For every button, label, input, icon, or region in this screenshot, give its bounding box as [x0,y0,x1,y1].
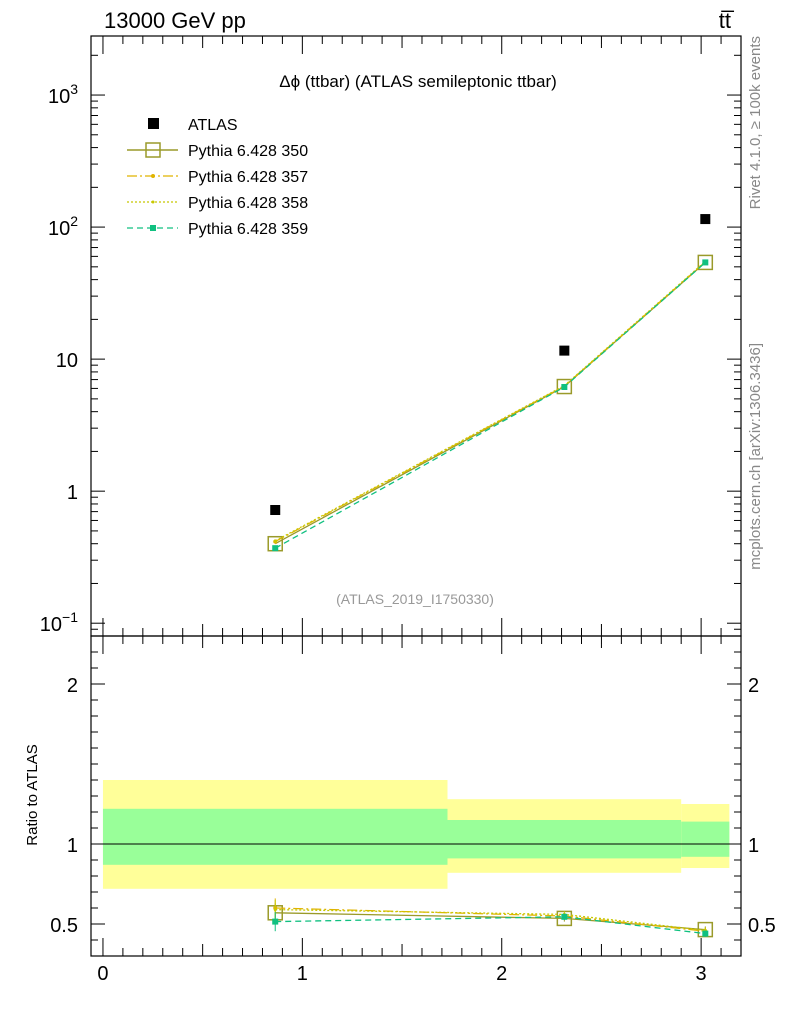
ratio-series-p359 [272,912,709,937]
ratio-point-p359-1 [561,913,568,920]
ratio-ytick-label-left-0: 2 [67,675,78,697]
top-ytick-label-2: 10 [56,350,78,372]
ratio-ytick-label-right-2: 0.5 [748,915,776,937]
band-inner-1 [447,820,682,859]
top-ytick-label-0: 103 [48,81,78,108]
energy-label: 13000 GeV pp [104,8,246,33]
legend-label-358: Pythia 6.428 358 [188,195,308,212]
legend-entry-358: Pythia 6.428 358 [127,195,308,212]
legend: ATLAS Pythia 6.428 350 Pythia 6.428 357 … [127,117,308,238]
ratio-line-p350 [275,912,706,931]
series-atlas [270,214,711,516]
mcplots-label: mcplots.cern.ch [arXiv:1306.3436] [747,343,764,570]
ratio-ytick-label-right-0: 2 [748,675,759,697]
ratio-point-p359-2 [702,930,709,937]
legend-label-359: Pythia 6.428 359 [188,221,308,238]
top-ytick-label-4: 10−1 [40,609,78,636]
atlas-point-2 [700,214,711,225]
analysis-id: (ATLAS_2019_I1750330) [336,591,494,607]
series-line-p358 [274,260,706,542]
top-ytick-label-1: 102 [48,213,78,240]
xtick-label-2: 2 [496,963,507,985]
band-inner-0 [102,808,448,865]
legend-entry-359: Pythia 6.428 359 [127,221,308,238]
ratio-line-p359 [275,916,706,935]
point-p350-1 [556,378,573,395]
series-line-p357 [274,261,706,543]
rivet-version-label: Rivet 4.1.0, ≥ 100k events [747,36,764,209]
legend-marker-359 [150,225,156,231]
ratio-point-p359-0 [272,918,279,925]
legend-entry-350: Pythia 6.428 350 [127,142,308,160]
series-line-p350 [274,261,706,545]
legend-marker-350 [145,142,161,158]
point-p359-1 [561,384,568,391]
top-ytick-label-3: 1 [67,482,78,504]
ratio-axis-label: Ratio to ATLAS [24,744,41,845]
ratio-line-p357 [275,907,706,932]
series-p350 [267,254,714,552]
uncertainty-bands [102,780,730,889]
point-p350-2 [697,254,714,271]
legend-label-atlas: ATLAS [188,117,238,134]
atlas-point-0 [270,505,281,516]
xtick-label-3: 3 [696,963,707,985]
legend-label-357: Pythia 6.428 357 [188,169,308,186]
legend-entry-atlas: ATLAS [148,117,238,134]
xtick-label-1: 1 [297,963,308,985]
ratio-ytick-label-left-1: 1 [67,835,78,857]
legend-marker-atlas [148,118,159,129]
ratio-point-p358-0 [273,908,277,912]
ratio-ytick-label-right-1: 1 [748,835,759,857]
band-inner-2 [681,821,730,857]
legend-marker-358 [151,200,155,204]
atlas-point-1 [559,345,570,356]
process-label: tt̅ [719,8,735,33]
series-p357 [273,259,708,544]
ratio-series-p350 [267,903,714,938]
series-p359 [272,259,709,552]
point-p358-0 [273,539,277,543]
legend-label-350: Pythia 6.428 350 [188,143,308,160]
axis-ticks [91,36,742,957]
point-p359-0 [272,545,279,552]
series-p358 [273,259,707,543]
point-p359-2 [702,259,709,266]
series-line-p359 [274,261,706,549]
legend-entry-357: Pythia 6.428 357 [127,169,308,186]
ratio-ytick-label-left-2: 0.5 [50,915,78,937]
legend-marker-357 [151,174,155,178]
xtick-label-0: 0 [97,963,108,985]
plot-title: Δϕ (ttbar) (ATLAS semileptonic ttbar) [279,72,557,91]
